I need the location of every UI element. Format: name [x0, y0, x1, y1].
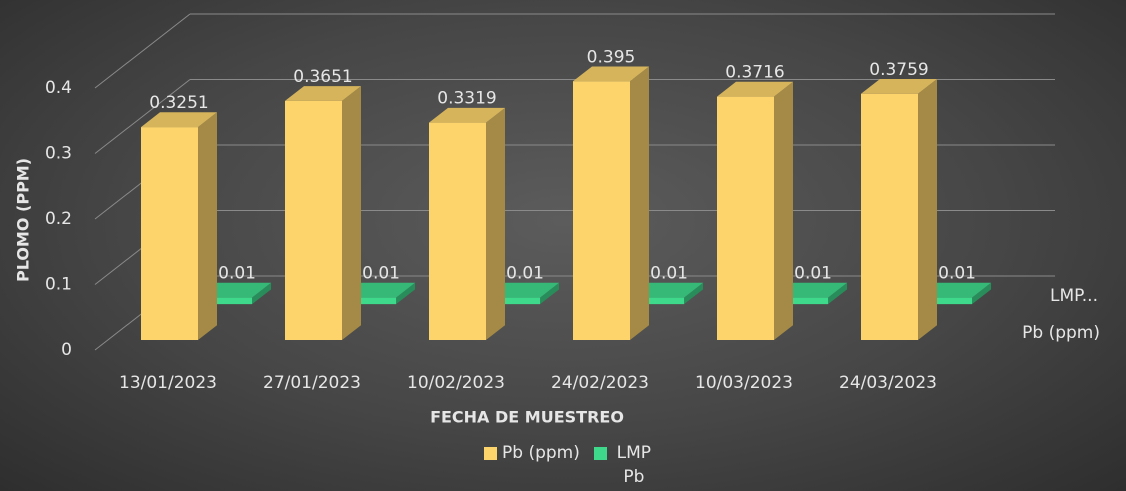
value-label: 0.01: [506, 264, 544, 284]
depth-label: Pb (ppm): [1022, 323, 1100, 343]
value-label: 0.01: [794, 264, 832, 284]
bar-side: [774, 81, 793, 341]
bar: [285, 86, 361, 341]
legend-item: Pb (ppm): [484, 443, 580, 489]
value-label: 0.3759: [869, 60, 928, 80]
y-tick-label: 0: [61, 340, 72, 360]
bar-front: [717, 96, 774, 341]
value-label: 0.395: [587, 47, 636, 67]
y-tick-label: 0.4: [45, 78, 72, 98]
bar-side: [684, 282, 704, 305]
bar-front: [285, 100, 342, 341]
bar-side: [486, 107, 505, 341]
x-tick-label: 24/03/2023: [839, 373, 937, 393]
bar: [861, 78, 937, 341]
value-label: 0.01: [650, 264, 688, 284]
bar-side: [198, 112, 217, 341]
legend-label: Pb (ppm): [502, 443, 580, 463]
value-label: 0.3319: [437, 89, 496, 109]
bar-side: [918, 78, 937, 341]
y-axis-title: PLOMO (PPM): [14, 158, 33, 282]
bar-top: [573, 66, 649, 82]
legend: Pb (ppm) LMP Pb: [484, 443, 656, 489]
bar-front: [861, 93, 918, 341]
y-tick-label: 0.1: [45, 275, 72, 295]
bar-side: [828, 282, 848, 305]
bar-top: [141, 112, 217, 128]
bar-front: [429, 122, 486, 341]
bar-top: [717, 81, 793, 97]
grid-line: [94, 79, 191, 154]
bar-side: [342, 86, 361, 341]
value-label: 0.3716: [725, 63, 784, 83]
bar-top: [861, 78, 937, 94]
legend-item: LMP Pb: [593, 443, 656, 489]
value-label: 0.3251: [149, 93, 208, 113]
bar-top: [285, 86, 361, 101]
bar-side: [630, 66, 649, 341]
bar-side: [396, 282, 416, 305]
x-tick-label: 24/02/2023: [551, 373, 649, 393]
y-tick-label: 0.2: [45, 209, 72, 229]
x-tick-label: 10/03/2023: [695, 373, 793, 393]
depth-label: LMP...: [1050, 286, 1098, 306]
value-label: 0.01: [218, 264, 256, 284]
value-label: 0.01: [362, 264, 400, 284]
x-tick-label: 10/02/2023: [407, 373, 505, 393]
bar: [717, 81, 793, 341]
x-tick-label: 13/01/2023: [119, 373, 217, 393]
bar-side: [972, 282, 992, 305]
bar-side: [252, 282, 272, 305]
bar: [573, 66, 649, 341]
value-label: 0.01: [938, 264, 976, 284]
bar-front: [573, 81, 630, 341]
legend-swatch: [593, 447, 607, 460]
y-tick-label: 0.3: [45, 144, 72, 164]
bar-front: [141, 127, 198, 341]
bar: [429, 107, 505, 341]
grid-line: [94, 13, 191, 89]
value-label: 0.3651: [293, 67, 352, 87]
legend-label: LMP Pb: [616, 443, 652, 487]
bar-top: [429, 107, 505, 123]
x-tick-label: 27/01/2023: [263, 373, 361, 393]
bar: [141, 112, 217, 341]
bar-side: [540, 282, 560, 305]
x-axis-title: FECHA DE MUESTREO: [430, 408, 624, 427]
legend-swatch: [484, 447, 497, 460]
